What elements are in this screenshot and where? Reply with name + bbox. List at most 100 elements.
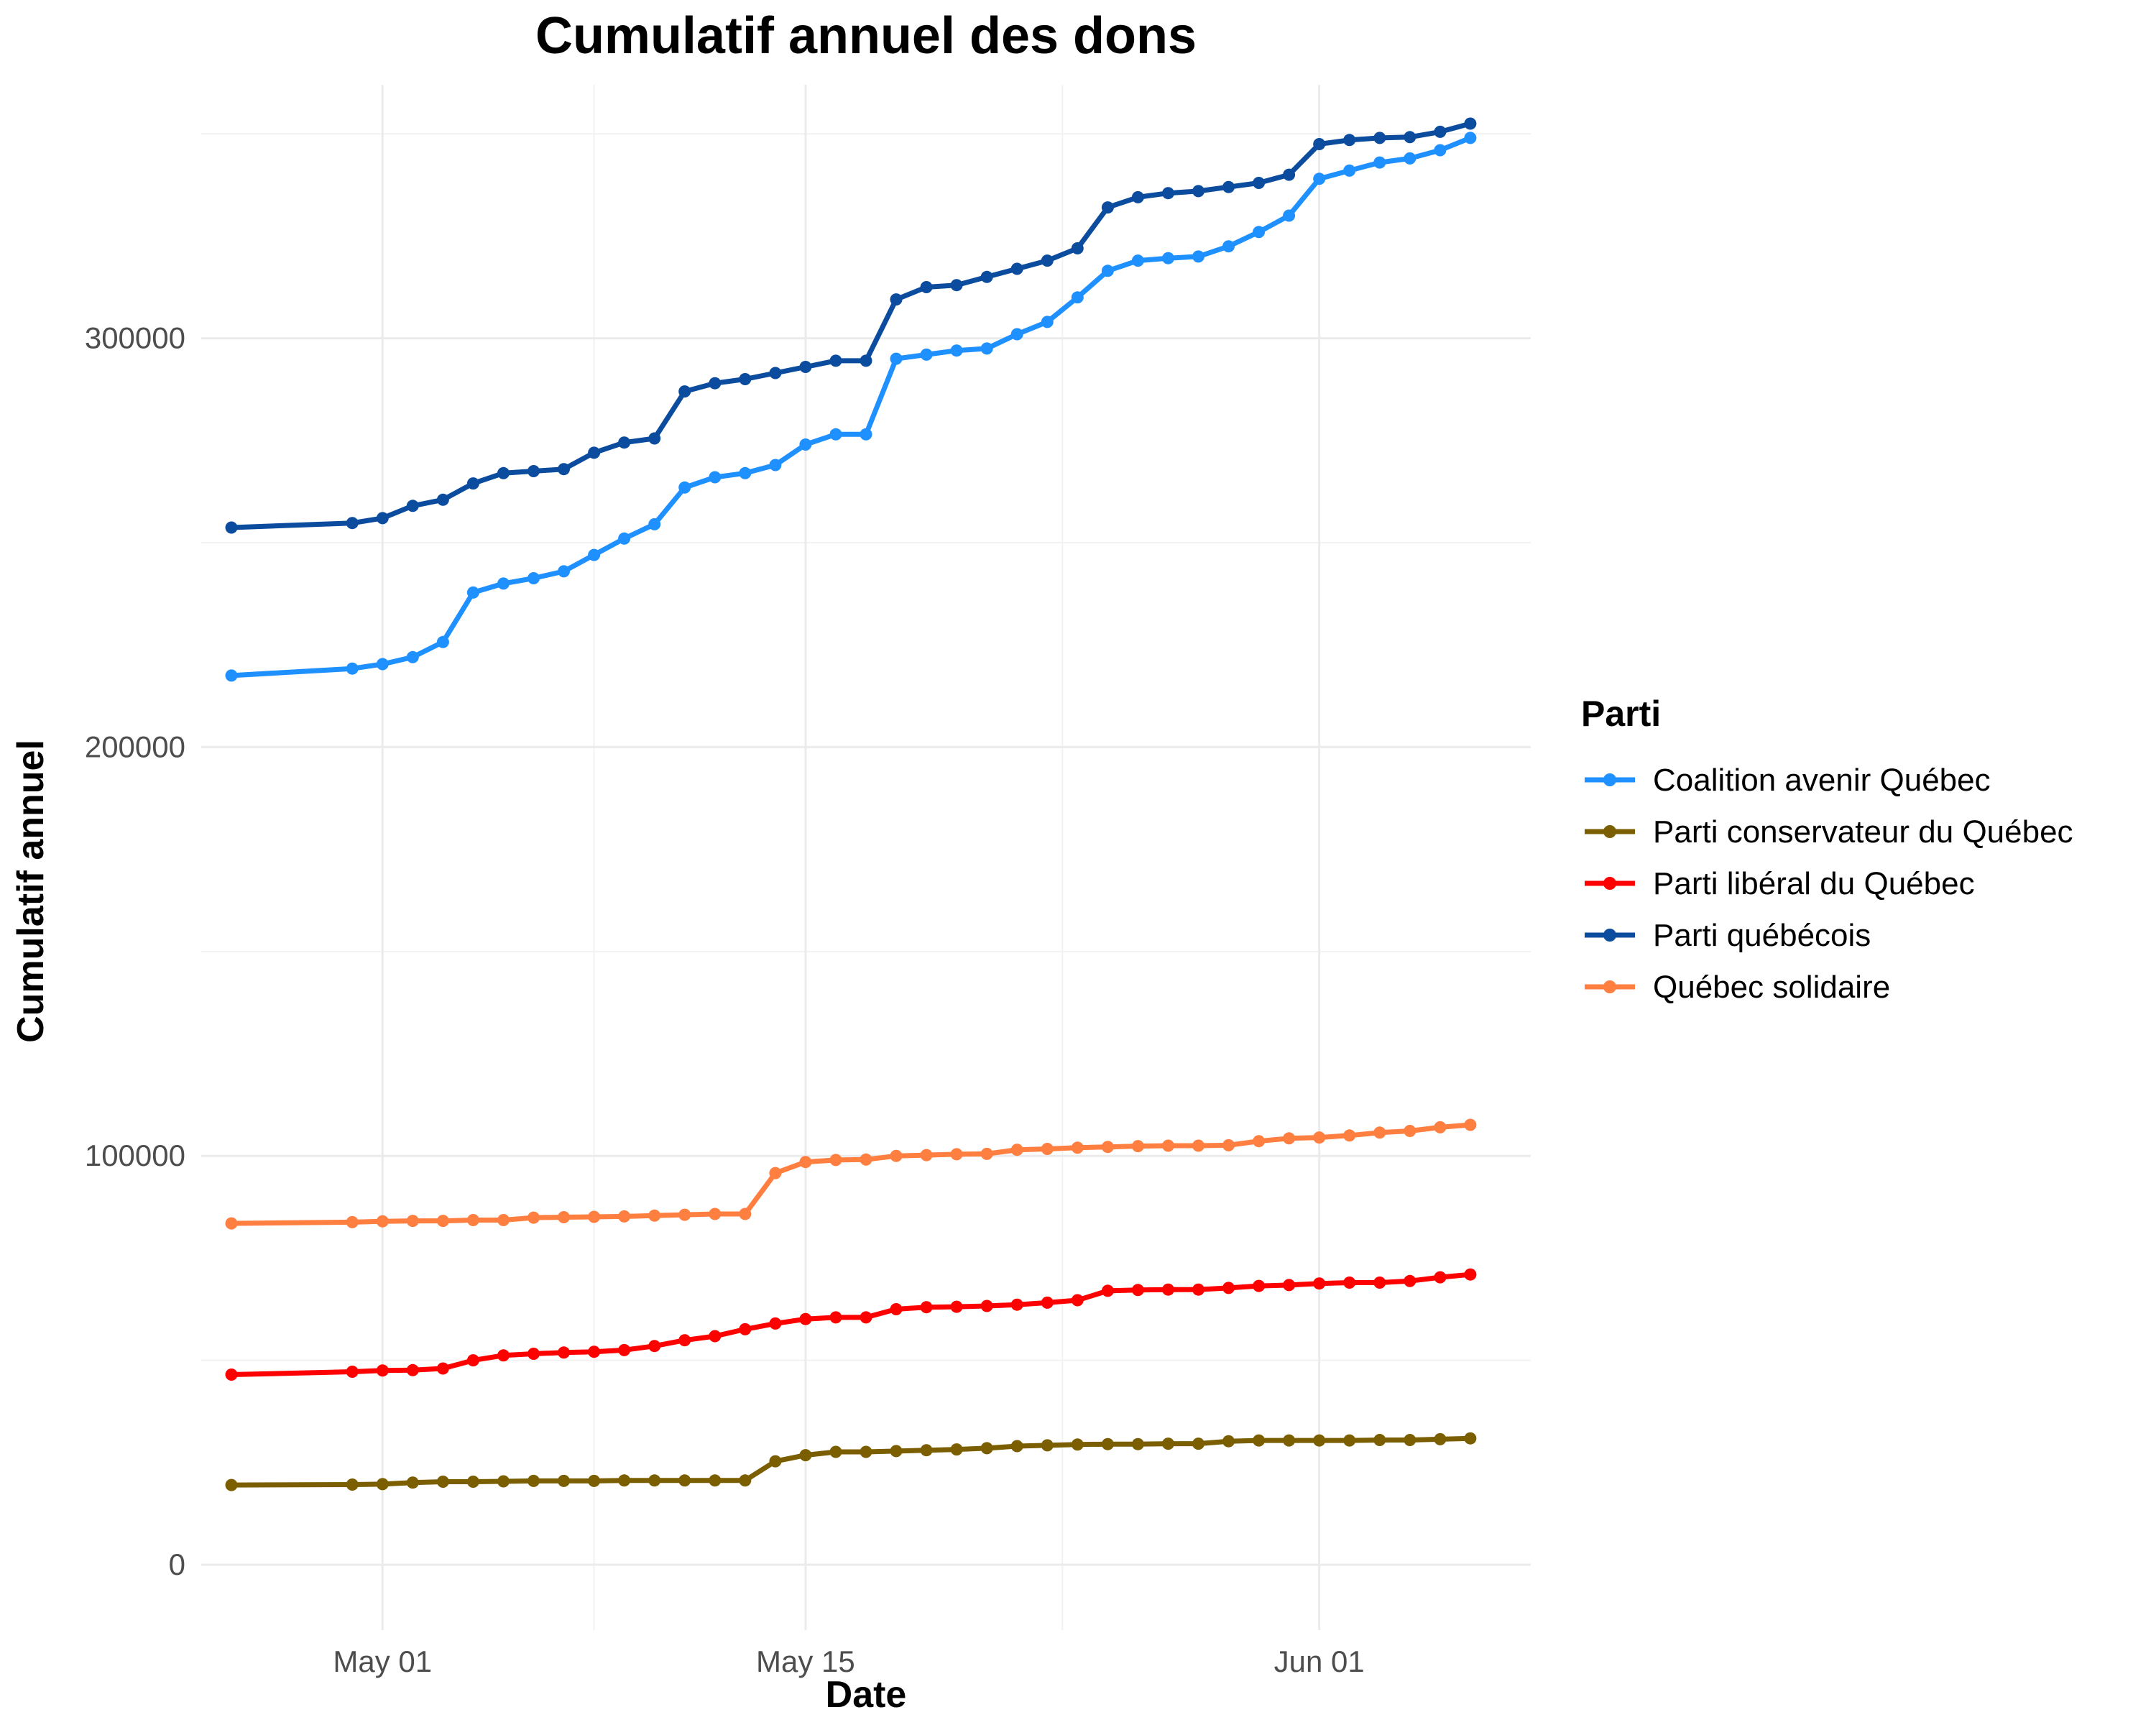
data-point xyxy=(709,471,722,484)
data-point xyxy=(346,517,359,530)
data-point xyxy=(1313,1434,1326,1447)
data-point xyxy=(920,348,933,361)
data-point xyxy=(558,1346,570,1359)
data-point xyxy=(1253,1279,1266,1292)
data-point xyxy=(1192,1139,1204,1152)
data-point xyxy=(678,385,691,398)
data-point xyxy=(799,1312,812,1325)
data-point xyxy=(1222,1282,1235,1294)
data-point xyxy=(769,1455,782,1468)
data-point xyxy=(1010,1440,1023,1453)
data-point xyxy=(1131,1140,1144,1153)
data-point xyxy=(588,548,601,561)
data-point xyxy=(950,1148,963,1161)
data-point xyxy=(497,577,510,590)
y-tick-label: 300000 xyxy=(85,321,185,355)
legend-item: Parti libéral du Québec xyxy=(1585,866,1975,901)
data-point xyxy=(466,1214,479,1226)
data-point xyxy=(1373,156,1386,169)
data-point xyxy=(678,1474,691,1487)
y-tick-label: 200000 xyxy=(85,730,185,763)
data-point xyxy=(829,1311,842,1324)
data-point xyxy=(1434,125,1447,138)
data-point xyxy=(376,1478,389,1491)
data-point xyxy=(648,1474,661,1487)
data-point xyxy=(1131,1284,1144,1297)
data-point xyxy=(528,572,540,584)
data-point xyxy=(829,1445,842,1458)
data-point xyxy=(1404,1125,1416,1137)
legend-item: Québec solidaire xyxy=(1585,970,1890,1005)
data-point xyxy=(829,354,842,367)
legend-label: Parti québécois xyxy=(1653,918,1871,953)
data-point xyxy=(799,361,812,373)
data-point xyxy=(1071,1438,1084,1451)
data-point xyxy=(1192,1283,1204,1296)
data-point xyxy=(1434,1271,1447,1284)
data-point xyxy=(1041,1143,1054,1155)
data-point xyxy=(1313,138,1326,150)
data-point xyxy=(890,1303,903,1315)
data-point xyxy=(436,1215,449,1228)
major-gridlines xyxy=(201,85,1531,1630)
data-point xyxy=(376,1215,389,1228)
data-point xyxy=(980,1300,993,1312)
data-point xyxy=(618,436,631,449)
data-point xyxy=(1131,254,1144,267)
x-tick-label: Jun 01 xyxy=(1274,1644,1365,1678)
data-point xyxy=(1101,264,1114,277)
data-point xyxy=(1313,1131,1326,1144)
data-point xyxy=(678,1208,691,1221)
data-point xyxy=(1283,1279,1296,1292)
data-point xyxy=(1192,250,1204,263)
data-point xyxy=(1373,1434,1386,1446)
data-point xyxy=(225,669,238,682)
data-point xyxy=(406,1476,419,1489)
y-tick-label: 0 xyxy=(169,1547,185,1581)
data-point xyxy=(1071,291,1084,304)
x-axis-ticks: May 01 May 15 Jun 01 xyxy=(333,1644,1364,1678)
data-point xyxy=(1253,1434,1266,1447)
data-point xyxy=(1222,180,1235,193)
data-point xyxy=(950,279,963,292)
data-point xyxy=(1041,254,1054,267)
data-point xyxy=(1101,1284,1114,1297)
x-axis-title: Date xyxy=(826,1674,907,1716)
data-point xyxy=(1253,1135,1266,1148)
data-point xyxy=(528,1348,540,1360)
x-tick-label: May 15 xyxy=(756,1644,855,1678)
data-point xyxy=(709,1474,722,1487)
series-line xyxy=(229,121,1473,530)
legend-label: Coalition avenir Québec xyxy=(1653,763,1991,798)
data-point xyxy=(1253,226,1266,239)
data-point xyxy=(769,367,782,380)
data-point xyxy=(1010,262,1023,275)
legend-item: Parti conservateur du Québec xyxy=(1585,814,2073,850)
data-point xyxy=(588,1210,601,1223)
x-tick-label: May 01 xyxy=(333,1644,432,1678)
data-point xyxy=(980,270,993,283)
data-point xyxy=(860,1311,872,1324)
data-point xyxy=(829,428,842,441)
data-point xyxy=(1434,1432,1447,1445)
data-point xyxy=(588,1474,601,1487)
data-point xyxy=(466,1476,479,1488)
data-point xyxy=(406,1215,419,1228)
data-point xyxy=(376,658,389,671)
series-3 xyxy=(225,1268,1477,1381)
data-point xyxy=(1434,1121,1447,1133)
data-point xyxy=(739,373,752,385)
y-axis-ticks: 0 100000 200000 300000 xyxy=(85,321,185,1581)
data-point xyxy=(1313,1277,1326,1290)
series-line xyxy=(229,1435,1473,1488)
data-point xyxy=(528,1211,540,1224)
data-point xyxy=(1222,1435,1235,1448)
data-point xyxy=(1162,1283,1174,1296)
data-point xyxy=(618,532,631,545)
data-point xyxy=(1373,1126,1386,1139)
data-point xyxy=(1283,168,1296,181)
data-point xyxy=(1253,177,1266,189)
legend-item: Coalition avenir Québec xyxy=(1585,763,1991,798)
legend-key-point xyxy=(1603,980,1616,993)
